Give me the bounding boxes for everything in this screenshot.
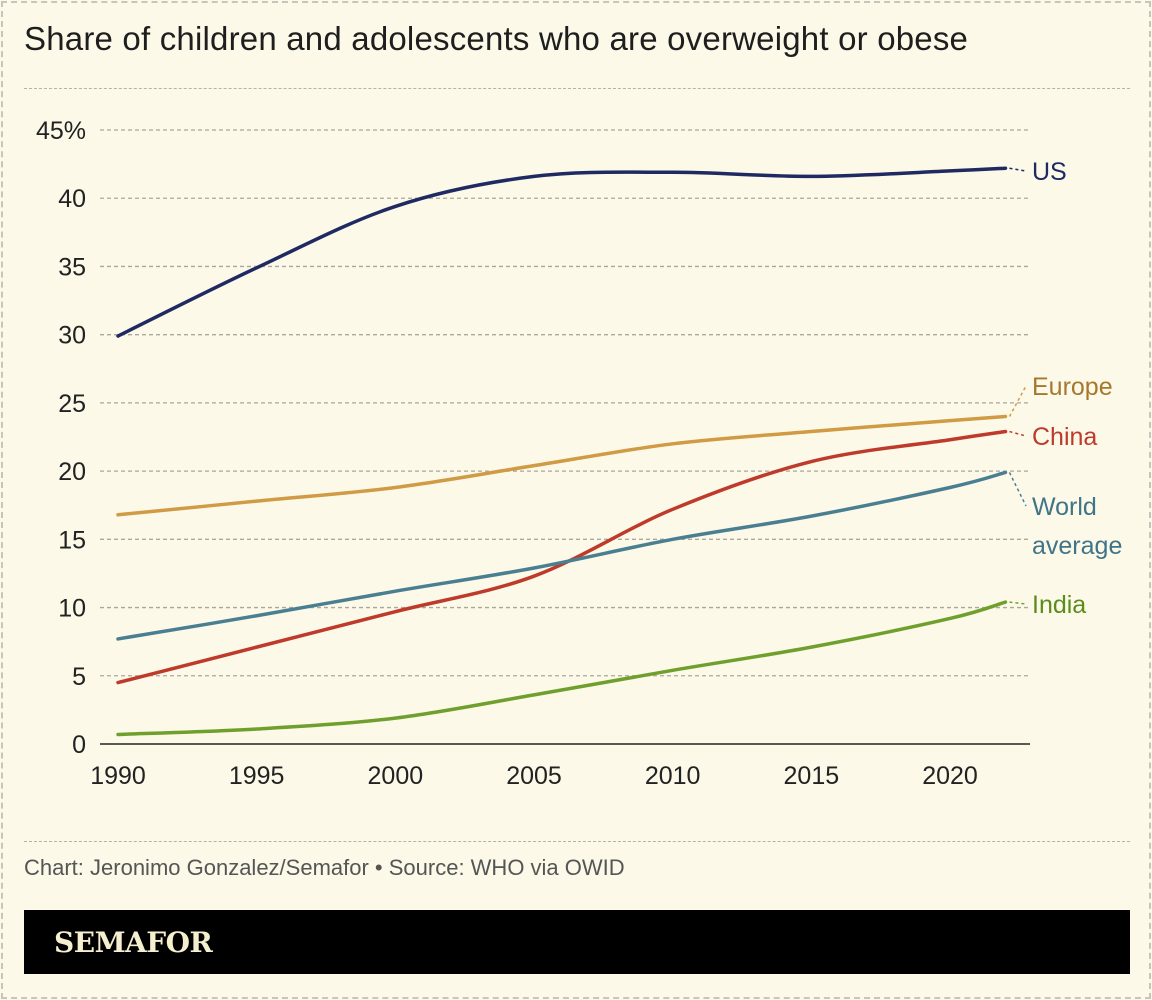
series-line-world-average [116, 470, 1008, 641]
series-line-china [116, 429, 1008, 685]
x-tick-label: 2020 [922, 762, 978, 790]
y-tick-label: 10 [58, 595, 86, 623]
y-tick-label: 30 [58, 322, 86, 350]
logo-bar: SEMAFOR [24, 910, 1130, 974]
series-label-europe: Europe [1032, 373, 1113, 401]
y-tick-label: 25 [58, 390, 86, 418]
leader-line-china [1009, 430, 1027, 437]
y-tick-label: 15 [58, 526, 86, 554]
x-tick-label: 2015 [784, 762, 840, 790]
line-chart: 0 5 10 15 20 25 30 35 40 45% 1990 1995 2000 2005 2010 2… [36, 117, 1122, 790]
series-line-india [116, 600, 1008, 737]
bottom-divider [24, 841, 1130, 842]
leader-line-india [1009, 601, 1027, 605]
chart-credit: Chart: Jeronimo Gonzalez/Semafor • Sourc… [24, 855, 625, 880]
series-line-us [116, 166, 1008, 338]
y-tick-label: 35 [58, 253, 86, 281]
series-line-europe [116, 414, 1008, 517]
series-label-world-line2: average [1032, 532, 1122, 560]
series-label-china: China [1032, 423, 1097, 451]
series-label-world: World [1032, 493, 1097, 521]
leader-line-us [1009, 167, 1027, 172]
series-label-us: US [1032, 158, 1067, 186]
y-tick-label: 40 [58, 185, 86, 213]
leader-line-world [1008, 472, 1027, 507]
y-tick-label: 45% [36, 117, 86, 145]
x-tick-label: 1990 [90, 762, 146, 790]
semafor-logo: SEMAFOR [54, 926, 213, 959]
x-tick-label: 2005 [506, 762, 562, 790]
y-tick-label: 0 [72, 731, 86, 759]
x-tick-label: 1995 [229, 762, 285, 790]
chart-title: Share of children and adolescents who ar… [24, 20, 969, 57]
leader-line-europe [1008, 385, 1027, 417]
series-label-india: India [1032, 591, 1086, 619]
y-tick-label: 20 [58, 458, 86, 486]
x-tick-label: 2000 [368, 762, 424, 790]
y-tick-label: 5 [72, 663, 86, 691]
x-tick-label: 2010 [645, 762, 701, 790]
top-divider [24, 88, 1130, 89]
